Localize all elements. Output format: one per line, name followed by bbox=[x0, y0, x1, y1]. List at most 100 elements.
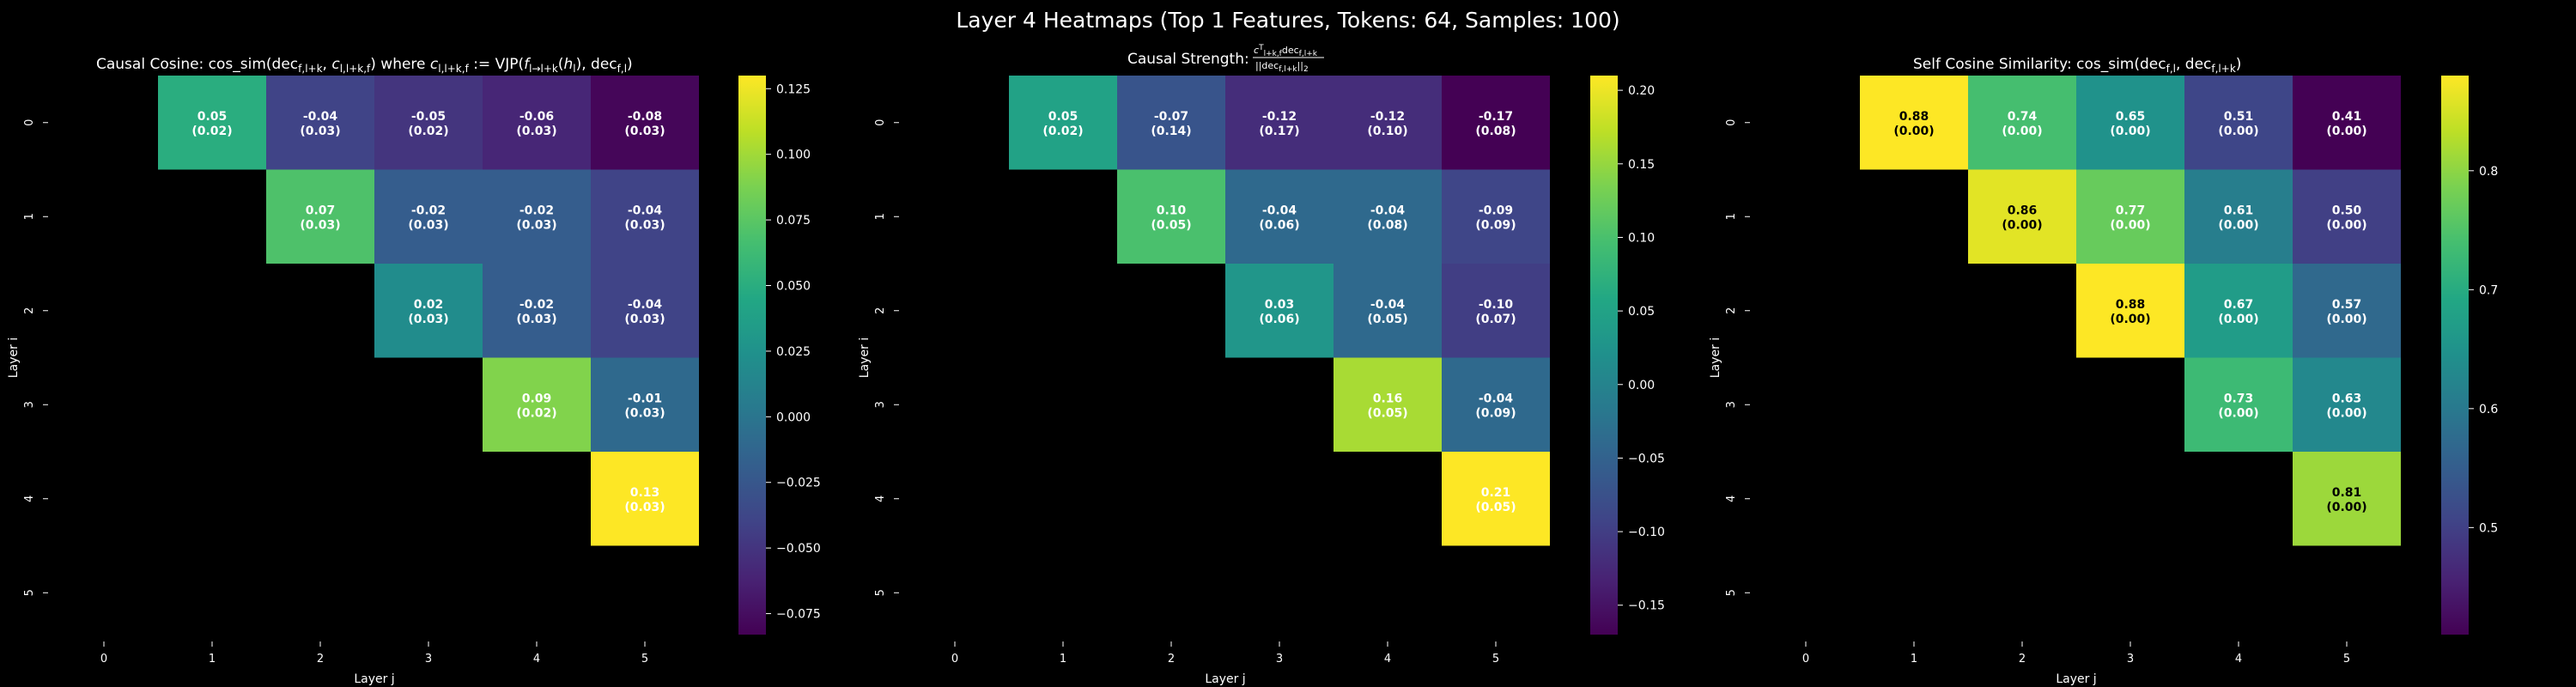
y-tick-label: 1 bbox=[1725, 213, 1738, 220]
cell-std-label: (0.00) bbox=[2002, 125, 2042, 138]
y-tick-label: 0 bbox=[1725, 119, 1738, 126]
svg-text:cTl+k,fdecf,l+k: cTl+k,fdecf,l+k bbox=[1254, 44, 1318, 58]
cell-value-label: 0.16 bbox=[1373, 392, 1403, 405]
cell-value-label: -0.12 bbox=[1262, 110, 1297, 124]
cell-value-label: -0.01 bbox=[628, 392, 662, 405]
x-tick-label: 3 bbox=[2127, 653, 2134, 666]
colorbar-tick-label: 0.10 bbox=[1628, 231, 1655, 245]
panel-2-title: Causal Strength: cTl+k,fdecf,l+k ||decf,… bbox=[1127, 44, 1324, 74]
x-tick-label: 4 bbox=[1384, 653, 1391, 666]
cell-value-label: 0.41 bbox=[2332, 110, 2362, 124]
cell-std-label: (0.00) bbox=[2110, 125, 2150, 138]
heatmap-panel-3: 0.88(0.00)0.74(0.00)0.65(0.00)0.51(0.00)… bbox=[1709, 76, 2498, 686]
cell-value-label: -0.04 bbox=[628, 298, 663, 312]
y-tick-label: 2 bbox=[1725, 307, 1738, 314]
cell-value-label: 0.81 bbox=[2332, 486, 2362, 500]
colorbar bbox=[1590, 76, 1618, 635]
cell-value-label: 0.61 bbox=[2224, 204, 2254, 217]
heatmap-cell bbox=[1968, 76, 2076, 170]
heatmap-cell bbox=[1225, 169, 1334, 264]
cell-std-label: (0.02) bbox=[408, 125, 448, 138]
cell-std-label: (0.05) bbox=[1367, 406, 1407, 420]
cell-value-label: -0.04 bbox=[303, 110, 338, 124]
x-tick-label: 0 bbox=[1802, 653, 1809, 666]
heatmap-cell bbox=[2293, 169, 2401, 264]
colorbar-tick-label: 0.100 bbox=[776, 149, 811, 162]
heatmap-cell bbox=[1117, 76, 1225, 170]
colorbar-tick-label: 0.000 bbox=[776, 410, 811, 424]
cell-std-label: (0.00) bbox=[2326, 501, 2366, 514]
x-tick-label: 2 bbox=[1168, 653, 1175, 666]
y-tick-label: 4 bbox=[874, 495, 887, 502]
heatmap-cell bbox=[591, 452, 699, 546]
heatmap-cell bbox=[266, 76, 374, 170]
heatmap-cell bbox=[1225, 76, 1334, 170]
figure-title: Layer 4 Heatmaps (Top 1 Features, Tokens… bbox=[956, 8, 1619, 33]
x-axis-label: Layer j bbox=[2056, 672, 2096, 686]
cell-value-label: 0.88 bbox=[2116, 298, 2146, 312]
cell-value-label: 0.07 bbox=[306, 204, 336, 217]
y-tick-label: 1 bbox=[874, 213, 887, 220]
heatmap-cell bbox=[591, 76, 699, 170]
y-tick-label: 3 bbox=[1725, 401, 1738, 408]
cell-std-label: (0.08) bbox=[1475, 125, 1516, 138]
cell-value-label: -0.02 bbox=[411, 204, 446, 217]
cell-value-label: 0.05 bbox=[197, 110, 228, 124]
y-axis-label: Layer i bbox=[7, 337, 21, 378]
x-tick-label: 2 bbox=[317, 653, 324, 666]
cell-std-label: (0.03) bbox=[624, 501, 665, 514]
cell-value-label: 0.51 bbox=[2224, 110, 2254, 124]
colorbar-tick-label: −0.15 bbox=[1628, 599, 1665, 613]
cell-std-label: (0.03) bbox=[516, 218, 556, 232]
colorbar-tick-label: 0.00 bbox=[1628, 379, 1655, 392]
heatmap-cell bbox=[374, 169, 483, 264]
cell-std-label: (0.00) bbox=[2218, 313, 2258, 326]
x-axis-label: Layer j bbox=[354, 672, 394, 686]
y-tick-label: 4 bbox=[1725, 495, 1738, 502]
heatmap-cell bbox=[483, 76, 591, 170]
cell-std-label: (0.00) bbox=[2326, 406, 2366, 420]
cell-value-label: 0.02 bbox=[414, 298, 444, 312]
cell-std-label: (0.03) bbox=[624, 313, 665, 326]
cell-value-label: -0.12 bbox=[1370, 110, 1405, 124]
cell-std-label: (0.00) bbox=[2326, 218, 2366, 232]
cell-std-label: (0.02) bbox=[191, 125, 232, 138]
colorbar-tick-label: −0.05 bbox=[1628, 452, 1665, 465]
colorbar-tick-label: 0.20 bbox=[1628, 84, 1655, 98]
cell-value-label: -0.06 bbox=[519, 110, 554, 124]
cell-value-label: -0.05 bbox=[411, 110, 446, 124]
y-tick-label: 3 bbox=[23, 401, 36, 408]
heatmap-cell bbox=[1442, 76, 1550, 170]
colorbar-tick-label: 0.125 bbox=[776, 82, 811, 96]
heatmap-cell bbox=[2184, 169, 2293, 264]
heatmap-cell bbox=[374, 264, 483, 358]
cell-std-label: (0.00) bbox=[2218, 218, 2258, 232]
x-tick-label: 4 bbox=[2235, 653, 2242, 666]
cell-std-label: (0.00) bbox=[2002, 218, 2042, 232]
x-tick-label: 2 bbox=[2019, 653, 2026, 666]
cell-std-label: (0.03) bbox=[408, 218, 448, 232]
heatmap-cell bbox=[1117, 169, 1225, 264]
cell-value-label: -0.04 bbox=[628, 204, 663, 217]
heatmap-cell bbox=[374, 76, 483, 170]
cell-std-label: (0.03) bbox=[408, 313, 448, 326]
y-tick-label: 2 bbox=[23, 307, 36, 314]
x-tick-label: 0 bbox=[951, 653, 958, 666]
cell-value-label: -0.17 bbox=[1479, 110, 1513, 124]
heatmap-cell bbox=[2293, 452, 2401, 546]
heatmap-cell bbox=[1442, 452, 1550, 546]
cell-value-label: 0.05 bbox=[1048, 110, 1078, 124]
heatmap-cell bbox=[1225, 264, 1334, 358]
cell-std-label: (0.00) bbox=[2110, 313, 2150, 326]
x-tick-label: 1 bbox=[1060, 653, 1066, 666]
cell-value-label: 0.88 bbox=[1899, 110, 1929, 124]
cell-std-label: (0.14) bbox=[1151, 125, 1191, 138]
cell-value-label: -0.10 bbox=[1479, 298, 1514, 312]
cell-value-label: 0.09 bbox=[522, 392, 552, 405]
y-tick-label: 0 bbox=[874, 119, 887, 126]
y-tick-label: 3 bbox=[874, 401, 887, 408]
x-tick-label: 1 bbox=[209, 653, 216, 666]
cell-std-label: (0.05) bbox=[1367, 313, 1407, 326]
cell-std-label: (0.02) bbox=[1042, 125, 1083, 138]
